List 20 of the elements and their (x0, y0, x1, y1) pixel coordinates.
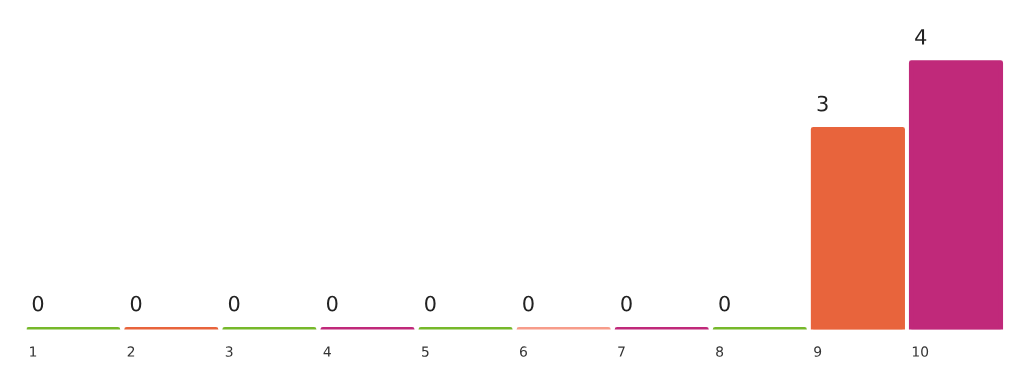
x-tick-label: 3 (225, 346, 233, 357)
x-tick-label: 1 (30, 346, 37, 357)
data-label: 0 (523, 295, 534, 312)
data-label: 0 (621, 295, 632, 312)
x-tick-label: 8 (716, 346, 724, 357)
x-tick-label: 4 (323, 346, 331, 357)
x-tick-label: 2 (127, 346, 135, 357)
data-label: 0 (327, 295, 338, 312)
x-tick-label: 9 (814, 346, 822, 357)
data-label: 3 (817, 95, 828, 112)
data-label: 0 (32, 295, 44, 312)
data-label: 0 (425, 295, 436, 312)
x-tick-label: 10 (912, 346, 929, 357)
x-tick-label: 7 (618, 346, 625, 357)
x-tick-label: 5 (422, 346, 429, 357)
data-label: 0 (719, 295, 730, 312)
x-tick-label: 6 (519, 346, 527, 357)
data-label: 0 (130, 295, 142, 312)
data-label: 0 (228, 295, 240, 312)
data-label: 4 (915, 29, 927, 45)
